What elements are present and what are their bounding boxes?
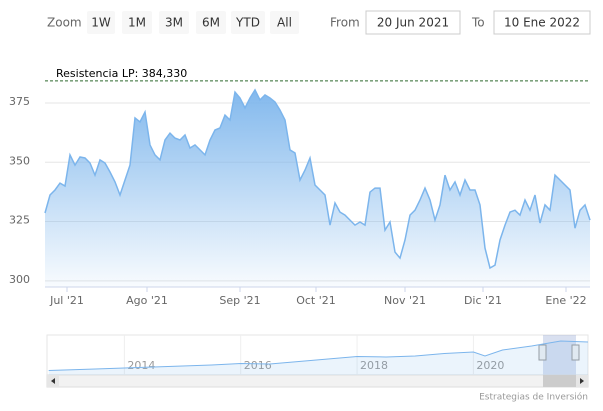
range-button[interactable] — [87, 11, 115, 34]
scroll-arrow — [580, 378, 584, 384]
zoom-label: Zoom — [47, 16, 82, 30]
range-button-label[interactable]: 3M — [165, 16, 183, 30]
range-button-label[interactable]: YTD — [235, 16, 260, 30]
scroll-arrow — [51, 378, 55, 384]
y-tick-label: 325 — [9, 214, 30, 227]
plot-line-label: Resistencia LP: 384,330 — [56, 67, 187, 80]
navigator-tick-label: 2016 — [244, 359, 272, 372]
range-button[interactable] — [270, 11, 299, 34]
from-input[interactable] — [365, 10, 461, 35]
range-button-label[interactable]: All — [277, 16, 292, 30]
x-tick-label: Ago '21 — [126, 294, 168, 307]
y-tick-label: 300 — [9, 273, 30, 286]
to-value[interactable]: 10 Ene 2022 — [504, 16, 580, 30]
navigator-area — [48, 341, 588, 375]
navigator-line — [48, 340, 589, 371]
from-value[interactable]: 20 Jun 2021 — [377, 16, 449, 30]
line — [44, 88, 591, 270]
scrollbar-track — [46, 374, 589, 388]
navigator-tick-label: 2020 — [476, 359, 504, 372]
range-button[interactable] — [231, 11, 265, 34]
x-tick-label: Dic '21 — [464, 294, 502, 307]
x-tick-label: Nov '21 — [384, 294, 426, 307]
from-label: From — [330, 16, 360, 30]
range-button-label[interactable]: 1W — [91, 16, 111, 30]
range-button[interactable] — [196, 11, 226, 34]
range-button[interactable] — [159, 11, 189, 34]
x-tick-label: Oct '21 — [296, 294, 336, 307]
to-label: To — [471, 16, 485, 30]
y-tick-label: 375 — [9, 95, 30, 108]
navigator-tick-label: 2014 — [127, 359, 155, 372]
credits: Estrategias de Inversión — [479, 392, 588, 403]
scrollbar-thumb[interactable] — [543, 375, 576, 387]
to-input[interactable] — [493, 10, 591, 35]
x-tick-label: Sep '21 — [219, 294, 260, 307]
navigator-tick-label: 2018 — [360, 359, 388, 372]
x-tick-label: Jul '21 — [49, 294, 84, 307]
navigator-handle[interactable] — [538, 344, 547, 361]
range-button[interactable] — [122, 11, 152, 34]
range-button-label[interactable]: 1M — [128, 16, 146, 30]
navigator-handle[interactable] — [571, 344, 580, 361]
range-button-label[interactable]: 6M — [202, 16, 220, 30]
y-tick-label: 350 — [9, 154, 30, 167]
x-tick-label: Ene '22 — [545, 294, 586, 307]
